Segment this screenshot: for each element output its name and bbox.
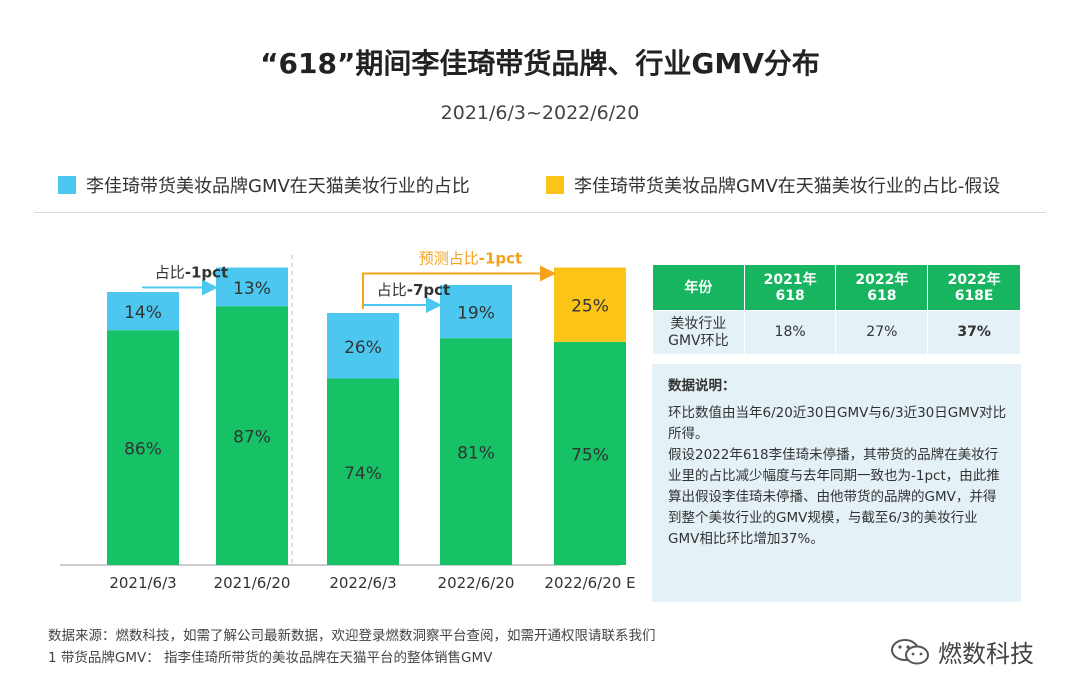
x-tick-label: 2021/6/20 (214, 574, 291, 592)
data-label: 25% (571, 297, 609, 317)
bar-segment (554, 341, 626, 565)
footer: 数据来源：燃数科技，如需了解公司最新数据，欢迎登录燃数洞察平台查阅，如需开通权限… (48, 625, 656, 669)
table-header-row: 年份 2021年 618 2022年 618 2022年 618E (652, 264, 1021, 311)
bar-segment (216, 267, 288, 307)
annotation-label: 占比-7pct (377, 281, 450, 299)
note-paragraph: 环比数值由当年6/20近30日GMV与6/3近30日GMV对比所得。 (668, 405, 1007, 442)
wechat-icon (891, 638, 929, 664)
data-label: 26% (344, 338, 382, 358)
stacked-bar-chart: 86% 14% 2021/6/3 87% 13% 2021/6/20 74% 26% 2022/… (60, 250, 636, 592)
divider (34, 212, 1046, 213)
x-tick-label: 2022/6/20 E (544, 574, 635, 592)
data-label: 74% (344, 464, 382, 484)
legend-swatch-blue (58, 176, 76, 194)
bar-segment (554, 267, 626, 342)
footer-source: 数据来源：燃数科技，如需了解公司最新数据，欢迎登录燃数洞察平台查阅，如需开通权限… (48, 628, 656, 644)
table-header-cell: 2021年 618 (743, 264, 837, 311)
data-label: 87% (233, 428, 271, 448)
annotation-arrow (362, 297, 442, 313)
gmv-growth-table: 年份 2021年 618 2022年 618 2022年 618E 美妆行业 GMV环比… (652, 264, 1021, 355)
annotation-label: 占比-1pct (155, 264, 228, 282)
x-tick-label: 2022/6/3 (329, 574, 396, 592)
data-label: 86% (124, 440, 162, 460)
table-header-cell: 年份 (652, 264, 745, 311)
table-cell: 27% (835, 310, 929, 355)
bar-segment (440, 285, 512, 339)
brand-logo: 燃数科技 (890, 634, 1034, 669)
bar-segment (107, 292, 179, 331)
legend-label-share: 李佳琦带货美妆品牌GMV在天猫美妆行业的占比 (86, 176, 470, 197)
note-paragraph: 假设2022年618李佳琦未停播，其带货的品牌在美妆行业里的占比减少幅度与去年同… (668, 447, 1000, 547)
table-header-cell: 2022年 618E (927, 264, 1021, 311)
legend-swatch-yellow (546, 176, 564, 194)
x-tick-label: 2022/6/20 (438, 574, 515, 592)
annotation-label: 预测占比-1pct (419, 250, 522, 268)
bar-segment (216, 306, 288, 565)
bar-segment (327, 313, 399, 379)
table-header-cell: 2022年 618 (835, 264, 929, 311)
brand-name: 燃数科技 (938, 640, 1034, 668)
footer-definition: 1 带货品牌GMV： 指李佳琦所带货的美妆品牌在天猫平台的整体销售GMV (48, 650, 493, 666)
note-title: 数据说明： (668, 378, 736, 394)
x-tick-label: 2021/6/3 (109, 574, 176, 592)
legend-item-assumed: 李佳琦带货美妆品牌GMV在天猫美妆行业的占比-假设 (546, 172, 1000, 198)
page-title: “618”期间李佳琦带货品牌、行业GMV分布 (260, 47, 820, 80)
table-cell: 美妆行业 GMV环比 (652, 310, 745, 355)
data-label: 13% (233, 279, 271, 299)
table-cell: 18% (743, 310, 837, 355)
date-range: 2021/6/3~2022/6/20 (440, 102, 640, 124)
legend-label-assumed: 李佳琦带货美妆品牌GMV在天猫美妆行业的占比-假设 (574, 176, 1001, 197)
data-label: 75% (571, 445, 609, 465)
table-row: 美妆行业 GMV环比 18% 27% 37% (652, 310, 1021, 355)
data-label: 81% (457, 444, 495, 464)
table-cell: 37% (927, 310, 1021, 355)
data-label: 14% (124, 303, 162, 323)
annotation-arrow (142, 279, 218, 296)
bar-segment (440, 338, 512, 565)
bar-segment (107, 330, 179, 565)
data-label: 19% (457, 304, 495, 324)
legend-item-share: 李佳琦带货美妆品牌GMV在天猫美妆行业的占比 (58, 172, 470, 198)
data-note: 数据说明： 环比数值由当年6/20近30日GMV与6/3近30日GMV对比所得。… (652, 364, 1021, 602)
annotation-arrow (362, 265, 556, 309)
bar-segment (327, 378, 399, 565)
